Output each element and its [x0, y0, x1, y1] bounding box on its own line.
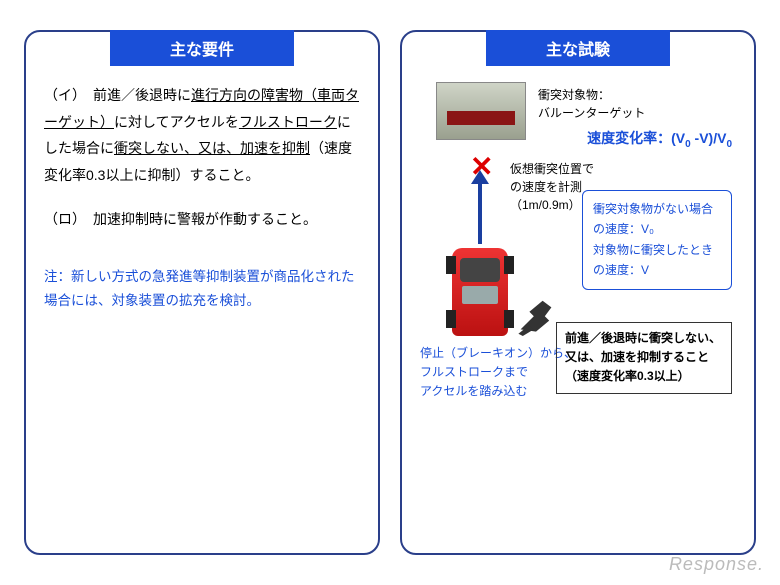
result-criteria-box: 前進／後退時に衝突しない、 又は、加速を抑制すること （速度変化率0.3以上）: [556, 322, 732, 394]
requirement-item-1: （イ） 前進／後退時に進行方向の障害物（車両ターゲット）に対してアクセルをフルス…: [44, 82, 360, 188]
tests-panel: 主な試験 衝突対象物： バルーンターゲット 速度変化率：(V0 -V)/V0 ✕…: [400, 30, 756, 555]
vbox-1: 衝突対象物がない場合: [593, 202, 713, 216]
vbox-3: 対象物に衝突したとき: [593, 243, 713, 257]
stop-2: フルストロークまで: [420, 365, 528, 379]
requirements-title: 主な要件: [110, 30, 294, 66]
tests-title: 主な試験: [486, 30, 670, 66]
velocity-definitions-box: 衝突対象物がない場合 の速度：V₀ 対象物に衝突したとき の速度：V: [582, 190, 732, 290]
formula-mid: -V)/V: [691, 130, 727, 146]
virtual-1: 仮想衝突位置で: [510, 162, 594, 176]
stop-1: 停止（ブレーキオン）から、: [420, 346, 576, 360]
balloon-target-image: [436, 82, 526, 140]
result-2: 又は、加速を抑制すること: [565, 350, 709, 364]
vbox-4: の速度：V: [593, 263, 649, 277]
requirement-item-2: （ロ） 加速抑制時に警報が作動すること。: [44, 206, 360, 233]
req1-u3: 衝突しない、又は、加速を抑制: [114, 140, 310, 156]
result-1: 前進／後退時に衝突しない、: [565, 331, 721, 345]
requirements-note: 注：新しい方式の急発進等抑制装置が商品化された場合には、対象装置の拡充を検討。: [44, 265, 360, 314]
req1-mid: に対してアクセルを: [114, 114, 239, 130]
requirements-panel: 主な要件 （イ） 前進／後退時に進行方向の障害物（車両ターゲット）に対してアクセ…: [24, 30, 380, 555]
direction-arrow-icon: [478, 182, 482, 244]
virtual-2: の速度を計測: [510, 180, 582, 194]
test-diagram: 衝突対象物： バルーンターゲット 速度変化率：(V0 -V)/V0 ✕ 仮想衝突…: [420, 82, 736, 535]
target-label: 衝突対象物： バルーンターゲット: [538, 86, 645, 122]
stop-3: アクセルを踏み込む: [420, 384, 527, 398]
velocity-formula: 速度変化率：(V0 -V)/V0: [587, 128, 732, 150]
stop-instruction: 停止（ブレーキオン）から、 フルストロークまで アクセルを踏み込む: [420, 344, 576, 402]
pedal-icon: [514, 292, 558, 336]
target-label-2: バルーンターゲット: [538, 106, 645, 120]
formula-label: 速度変化率：(V: [587, 130, 685, 146]
main-container: 主な要件 （イ） 前進／後退時に進行方向の障害物（車両ターゲット）に対してアクセ…: [0, 0, 780, 585]
result-3: （速度変化率0.3以上）: [565, 369, 690, 383]
car-icon: [452, 248, 508, 336]
vbox-2: の速度：V₀: [593, 222, 654, 236]
virtual-3: （1m/0.9m）: [510, 198, 581, 212]
target-label-1: 衝突対象物：: [538, 88, 610, 102]
req1-prefix: （イ） 前進／後退時に: [44, 87, 191, 103]
req1-u2: フルストローク: [239, 114, 337, 130]
